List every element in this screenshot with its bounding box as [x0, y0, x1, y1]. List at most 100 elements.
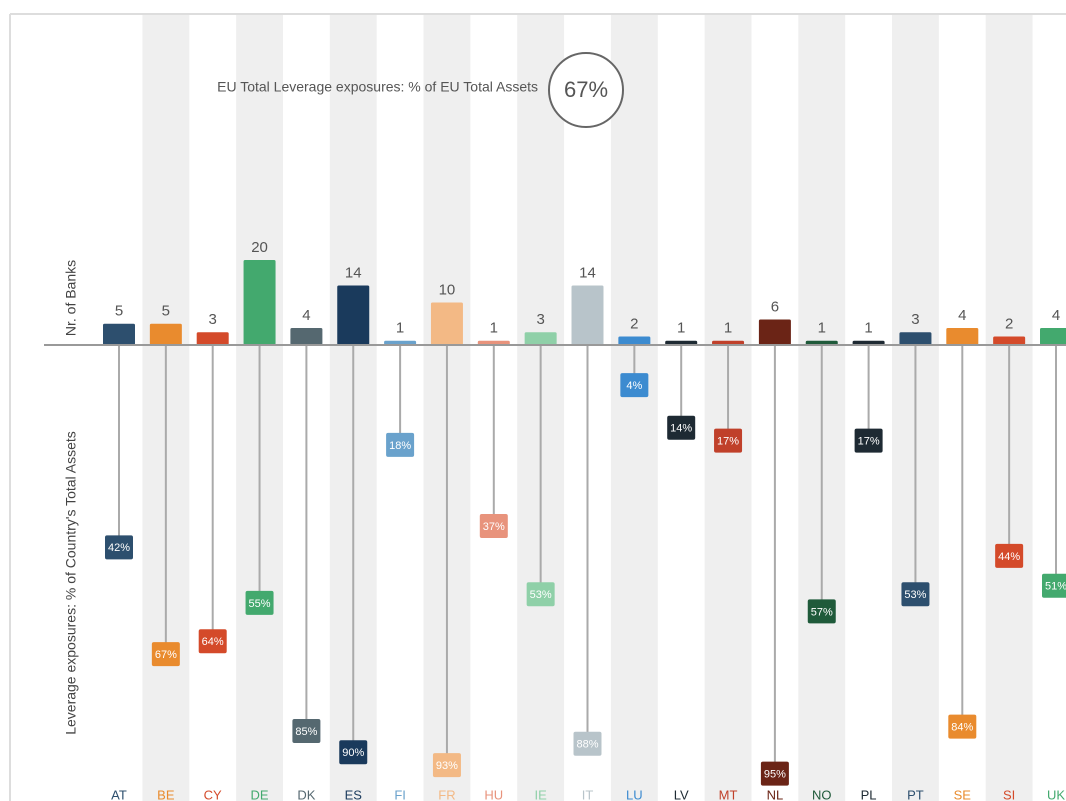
y-axis-label: Leverage exposures: % of Country's Total…	[63, 431, 79, 735]
value-box	[479, 513, 508, 538]
x-tick-label: ES	[345, 787, 363, 801]
x-tick-label: HU	[484, 787, 503, 801]
bar-value-label: 1	[677, 320, 685, 337]
value-box	[339, 740, 368, 765]
x-tick-label: CY	[204, 787, 222, 801]
value-label: 90%	[342, 747, 364, 759]
column-band	[610, 15, 658, 801]
bar-value-label: 3	[209, 311, 217, 328]
bar-value-label: 14	[345, 264, 362, 281]
value-box	[667, 415, 696, 440]
value-box	[526, 582, 555, 607]
value-label: 51%	[1045, 581, 1066, 593]
value-label: 64%	[202, 636, 224, 648]
bar	[1040, 328, 1066, 345]
bar-value-label: 4	[302, 307, 310, 324]
x-tick-label: UK	[1047, 787, 1065, 801]
total-circle	[548, 52, 624, 128]
bar	[946, 328, 979, 345]
x-tick-label: LU	[626, 787, 643, 801]
bar-value-label: 3	[911, 311, 919, 328]
x-tick-label: NL	[767, 787, 784, 801]
x-tick-label: LV	[674, 787, 689, 801]
x-tick-label: AT	[111, 787, 127, 801]
bar-value-label: 1	[724, 320, 732, 337]
value-label: 84%	[951, 722, 973, 734]
bar-value-label: 1	[864, 320, 872, 337]
value-label: 37%	[483, 521, 505, 533]
bar	[805, 340, 838, 345]
value-box	[948, 714, 977, 739]
bar-value-label: 4	[1052, 307, 1060, 324]
bar	[993, 336, 1026, 345]
x-tick-label: SE	[954, 787, 972, 801]
bar	[758, 319, 791, 345]
value-label: 14%	[670, 423, 692, 435]
bar	[103, 323, 135, 345]
bar-value-label: 10	[439, 281, 456, 298]
value-box	[714, 428, 743, 453]
x-tick-label: DE	[251, 787, 269, 801]
value-label: 17%	[717, 435, 739, 447]
value-box	[432, 753, 461, 778]
bar-value-label: 1	[818, 320, 826, 337]
y-axis-label: Nr. of Banks	[63, 260, 79, 336]
bar-value-label: 5	[162, 303, 170, 320]
x-tick-label: BE	[157, 787, 175, 801]
value-label: 53%	[530, 589, 552, 601]
bar	[477, 340, 510, 345]
bar-value-label: 1	[490, 320, 498, 337]
bar-value-label: 2	[630, 315, 638, 332]
value-label: 42%	[108, 542, 130, 554]
value-label: 18%	[389, 440, 411, 452]
bar-value-label: 2	[1005, 315, 1013, 332]
value-box	[573, 731, 602, 756]
value-box	[105, 535, 133, 560]
x-tick-label: NO	[812, 787, 832, 801]
value-box	[292, 718, 321, 743]
value-box	[151, 642, 180, 667]
bar-value-label: 14	[579, 264, 596, 281]
bar	[852, 340, 885, 345]
value-box	[245, 590, 274, 615]
value-box	[620, 373, 649, 398]
value-label: 85%	[295, 726, 317, 738]
bar	[571, 285, 604, 345]
bar-value-label: 20	[251, 239, 268, 256]
x-tick-label: FI	[394, 787, 406, 801]
x-tick-label: DK	[297, 787, 315, 801]
bar	[337, 285, 370, 345]
bar	[196, 332, 229, 345]
x-tick-label: SI	[1003, 787, 1015, 801]
bar	[149, 323, 182, 345]
value-label: 88%	[576, 739, 598, 751]
value-box	[198, 629, 227, 654]
x-tick-label: PT	[907, 787, 924, 801]
bar	[290, 328, 323, 345]
x-tick-label: FR	[438, 787, 455, 801]
bar	[665, 340, 698, 345]
bar	[524, 332, 557, 345]
x-tick-label: IE	[535, 787, 548, 801]
bar	[243, 260, 276, 345]
bar-value-label: 5	[115, 303, 123, 320]
value-box	[807, 599, 836, 624]
bar	[618, 336, 651, 345]
chart-title: EU Total Leverage exposures: % of EU Tot…	[217, 79, 538, 95]
value-label: 67%	[155, 649, 177, 661]
value-box	[901, 582, 930, 607]
bar	[430, 302, 463, 345]
bar	[712, 340, 745, 345]
value-box	[386, 432, 415, 457]
value-label: 93%	[436, 760, 458, 772]
value-label: 55%	[249, 598, 271, 610]
value-label: 17%	[858, 435, 880, 447]
bar-value-label: 1	[396, 320, 404, 337]
value-box	[1042, 573, 1066, 598]
value-label: 44%	[998, 551, 1020, 563]
value-label: 4%	[626, 380, 642, 392]
value-box	[760, 761, 789, 786]
value-label: 95%	[764, 769, 786, 781]
